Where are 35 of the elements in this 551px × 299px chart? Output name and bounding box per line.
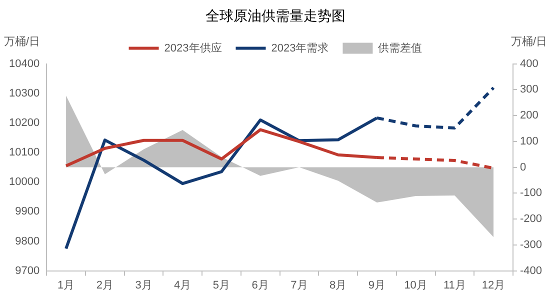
y2-tick-label: 400 xyxy=(520,58,538,70)
x-tick-label: 10月 xyxy=(404,279,428,292)
legend-label: 2023年需求 xyxy=(271,41,329,54)
y2-tick-label: 200 xyxy=(520,110,538,122)
x-tick-label: 2月 xyxy=(96,279,114,292)
x-tick-label: 1月 xyxy=(57,279,75,292)
x-tick-label: 11月 xyxy=(443,279,466,292)
y-tick-label: 10000 xyxy=(8,176,40,188)
y2-tick-label: -200 xyxy=(520,213,542,226)
legend-label: 2023年供应 xyxy=(164,41,222,54)
x-tick-label: 9月 xyxy=(368,279,386,292)
x-tick-label: 12月 xyxy=(482,279,506,292)
y-tick-label: 10100 xyxy=(8,146,40,159)
y-tick-label: 10400 xyxy=(8,58,40,70)
y-tick-label: 9800 xyxy=(15,235,40,248)
chart-title: 全球原油供需量走势图 xyxy=(206,7,346,24)
y-tick-label: 10300 xyxy=(8,87,40,100)
x-tick-label: 6月 xyxy=(252,279,269,292)
x-tick-label: 4月 xyxy=(174,279,192,292)
y2-tick-label: -400 xyxy=(520,264,542,277)
y2-tick-label: 0 xyxy=(520,161,526,174)
y-axis-title: 万桶/日 xyxy=(4,36,40,48)
y2-tick-label: 300 xyxy=(520,84,538,96)
y2-tick-label: -100 xyxy=(520,187,542,200)
y-tick-label: 10200 xyxy=(8,116,40,129)
y2-tick-label: -300 xyxy=(520,238,542,251)
x-tick-label: 3月 xyxy=(135,279,152,292)
legend-label: 供需差值 xyxy=(378,42,422,54)
y2-tick-label: 100 xyxy=(520,135,538,148)
y2-axis-title: 万桶/日 xyxy=(510,36,547,48)
y-tick-label: 9700 xyxy=(15,264,40,277)
y-tick-label: 9900 xyxy=(15,206,40,218)
x-tick-label: 7月 xyxy=(290,279,308,292)
x-tick-label: 8月 xyxy=(330,279,347,292)
x-tick-label: 5月 xyxy=(212,279,230,292)
